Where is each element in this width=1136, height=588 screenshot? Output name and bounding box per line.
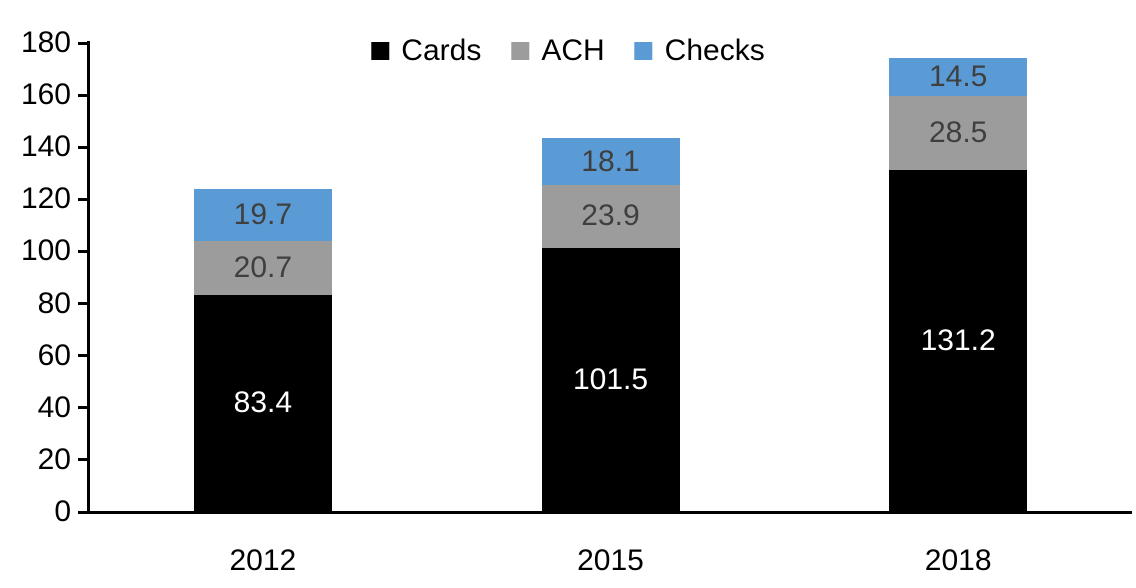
y-tick-mark — [78, 145, 89, 149]
bar-segment-checks — [193, 189, 332, 241]
y-tick-label: 40 — [37, 390, 71, 424]
y-tick-label: 100 — [20, 234, 71, 268]
x-axis-line — [78, 511, 1132, 514]
y-tick-label: 60 — [37, 338, 71, 372]
y-tick-mark — [78, 93, 89, 97]
y-tick-mark — [78, 41, 89, 45]
x-category-label: 2018 — [924, 544, 992, 577]
y-tick-label: 20 — [37, 442, 71, 476]
legend-swatch-ach — [511, 42, 530, 60]
bar-value-label: 14.5 — [928, 60, 988, 93]
y-axis-line — [87, 41, 90, 514]
bar-value-label: 23.9 — [581, 199, 640, 233]
chart-legend: Cards ACH Checks — [371, 34, 765, 67]
y-tick-label: 80 — [37, 286, 71, 320]
bar-segment-cards — [193, 294, 332, 512]
y-tick-mark — [78, 302, 89, 306]
bar-value-label: 28.5 — [928, 116, 988, 150]
legend-item-cards: Cards — [371, 36, 481, 66]
legend-item-ach: ACH — [511, 34, 605, 67]
legend-swatch-checks — [634, 42, 653, 60]
bar-value-label: 83.4 — [233, 386, 293, 420]
bar-segment-checks — [541, 138, 680, 186]
y-tick-label: 140 — [20, 130, 71, 164]
bar-segment-checks — [889, 58, 1028, 96]
y-tick-mark — [78, 249, 89, 253]
y-tick-mark — [78, 458, 89, 462]
bar-value-label: 19.7 — [233, 198, 293, 232]
y-tick-mark — [78, 354, 89, 358]
y-tick-label: 120 — [20, 182, 71, 216]
bar-segment-ach — [889, 95, 1028, 171]
bar-value-label: 101.5 — [572, 362, 649, 396]
y-tick-label: 160 — [20, 78, 71, 112]
legend-item-checks: Checks — [634, 34, 765, 67]
bar-value-label: 131.2 — [920, 324, 996, 358]
legend-swatch-cards — [371, 42, 390, 60]
y-tick-label: 180 — [20, 26, 71, 59]
bar-value-label: 20.7 — [233, 250, 293, 284]
y-tick-mark — [78, 197, 89, 201]
y-tick-label: 0 — [54, 495, 71, 528]
legend-label: ACH — [541, 34, 605, 67]
bar-segment-ach — [193, 240, 332, 295]
bar-segment-cards — [541, 247, 680, 512]
bar-segment-cards — [889, 170, 1028, 512]
y-tick-mark — [78, 406, 89, 410]
x-category-label: 2015 — [577, 544, 644, 577]
legend-label: Cards — [401, 34, 482, 67]
legend-label: Checks — [664, 34, 765, 67]
bar-value-label: 18.1 — [581, 144, 640, 178]
x-category-label: 2012 — [229, 544, 297, 577]
bar-segment-ach — [541, 185, 680, 248]
